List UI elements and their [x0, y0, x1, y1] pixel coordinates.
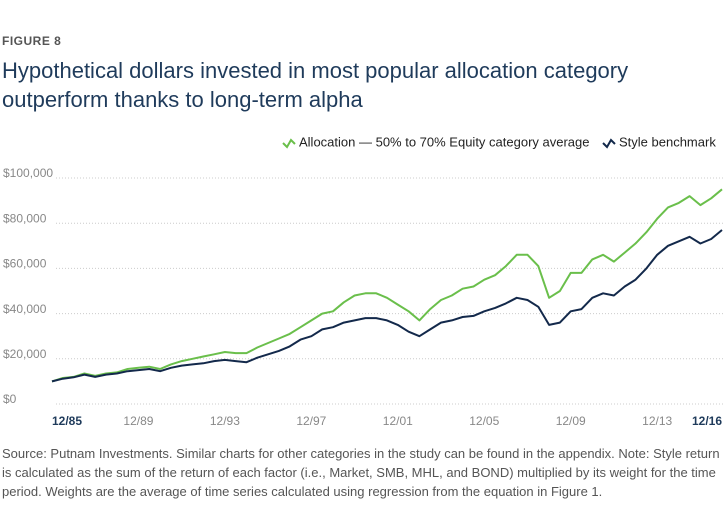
- source-note: Source: Putnam Investments. Similar char…: [2, 446, 720, 499]
- y-tick-label: $0: [3, 392, 17, 406]
- y-tick-label: $20,000: [3, 347, 47, 361]
- x-tick-label: 12/89: [123, 414, 153, 428]
- y-tick-label: $100,000: [3, 166, 53, 180]
- x-tick-label: 12/05: [469, 414, 499, 428]
- chart-title: Hypothetical dollars invested in most po…: [2, 58, 629, 112]
- x-tick-label: 12/13: [642, 414, 672, 428]
- legend-label: Allocation — 50% to 70% Equity category …: [299, 134, 590, 149]
- legend-icon: [282, 138, 296, 149]
- x-tick-label: 12/97: [296, 414, 326, 428]
- x-tick-label: 12/01: [383, 414, 413, 428]
- x-tick-label: 12/93: [210, 414, 240, 428]
- y-tick-label: $80,000: [3, 211, 47, 225]
- y-tick-label: $40,000: [3, 302, 47, 316]
- figure-label: FIGURE 8: [2, 34, 62, 48]
- x-tick-label: 12/09: [556, 414, 586, 428]
- legend-label: Style benchmark: [619, 134, 716, 149]
- legend-icon: [602, 138, 616, 149]
- series-line: [51, 229, 723, 383]
- x-tick-label: 12/16: [692, 414, 722, 428]
- x-tick-label: 12/85: [52, 414, 82, 428]
- y-tick-label: $60,000: [3, 257, 47, 271]
- series-line: [51, 188, 723, 383]
